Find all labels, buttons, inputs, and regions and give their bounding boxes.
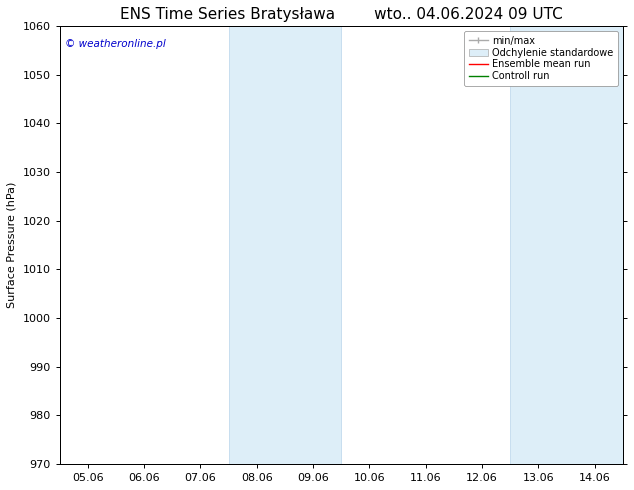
Bar bbox=[229, 26, 341, 464]
Y-axis label: Surface Pressure (hPa): Surface Pressure (hPa) bbox=[7, 182, 17, 308]
Legend: min/max, Odchylenie standardowe, Ensemble mean run, Controll run: min/max, Odchylenie standardowe, Ensembl… bbox=[463, 31, 618, 86]
Bar bbox=[510, 26, 623, 464]
Title: ENS Time Series Bratysława        wto.. 04.06.2024 09 UTC: ENS Time Series Bratysława wto.. 04.06.2… bbox=[120, 7, 562, 22]
Text: © weatheronline.pl: © weatheronline.pl bbox=[65, 39, 166, 49]
